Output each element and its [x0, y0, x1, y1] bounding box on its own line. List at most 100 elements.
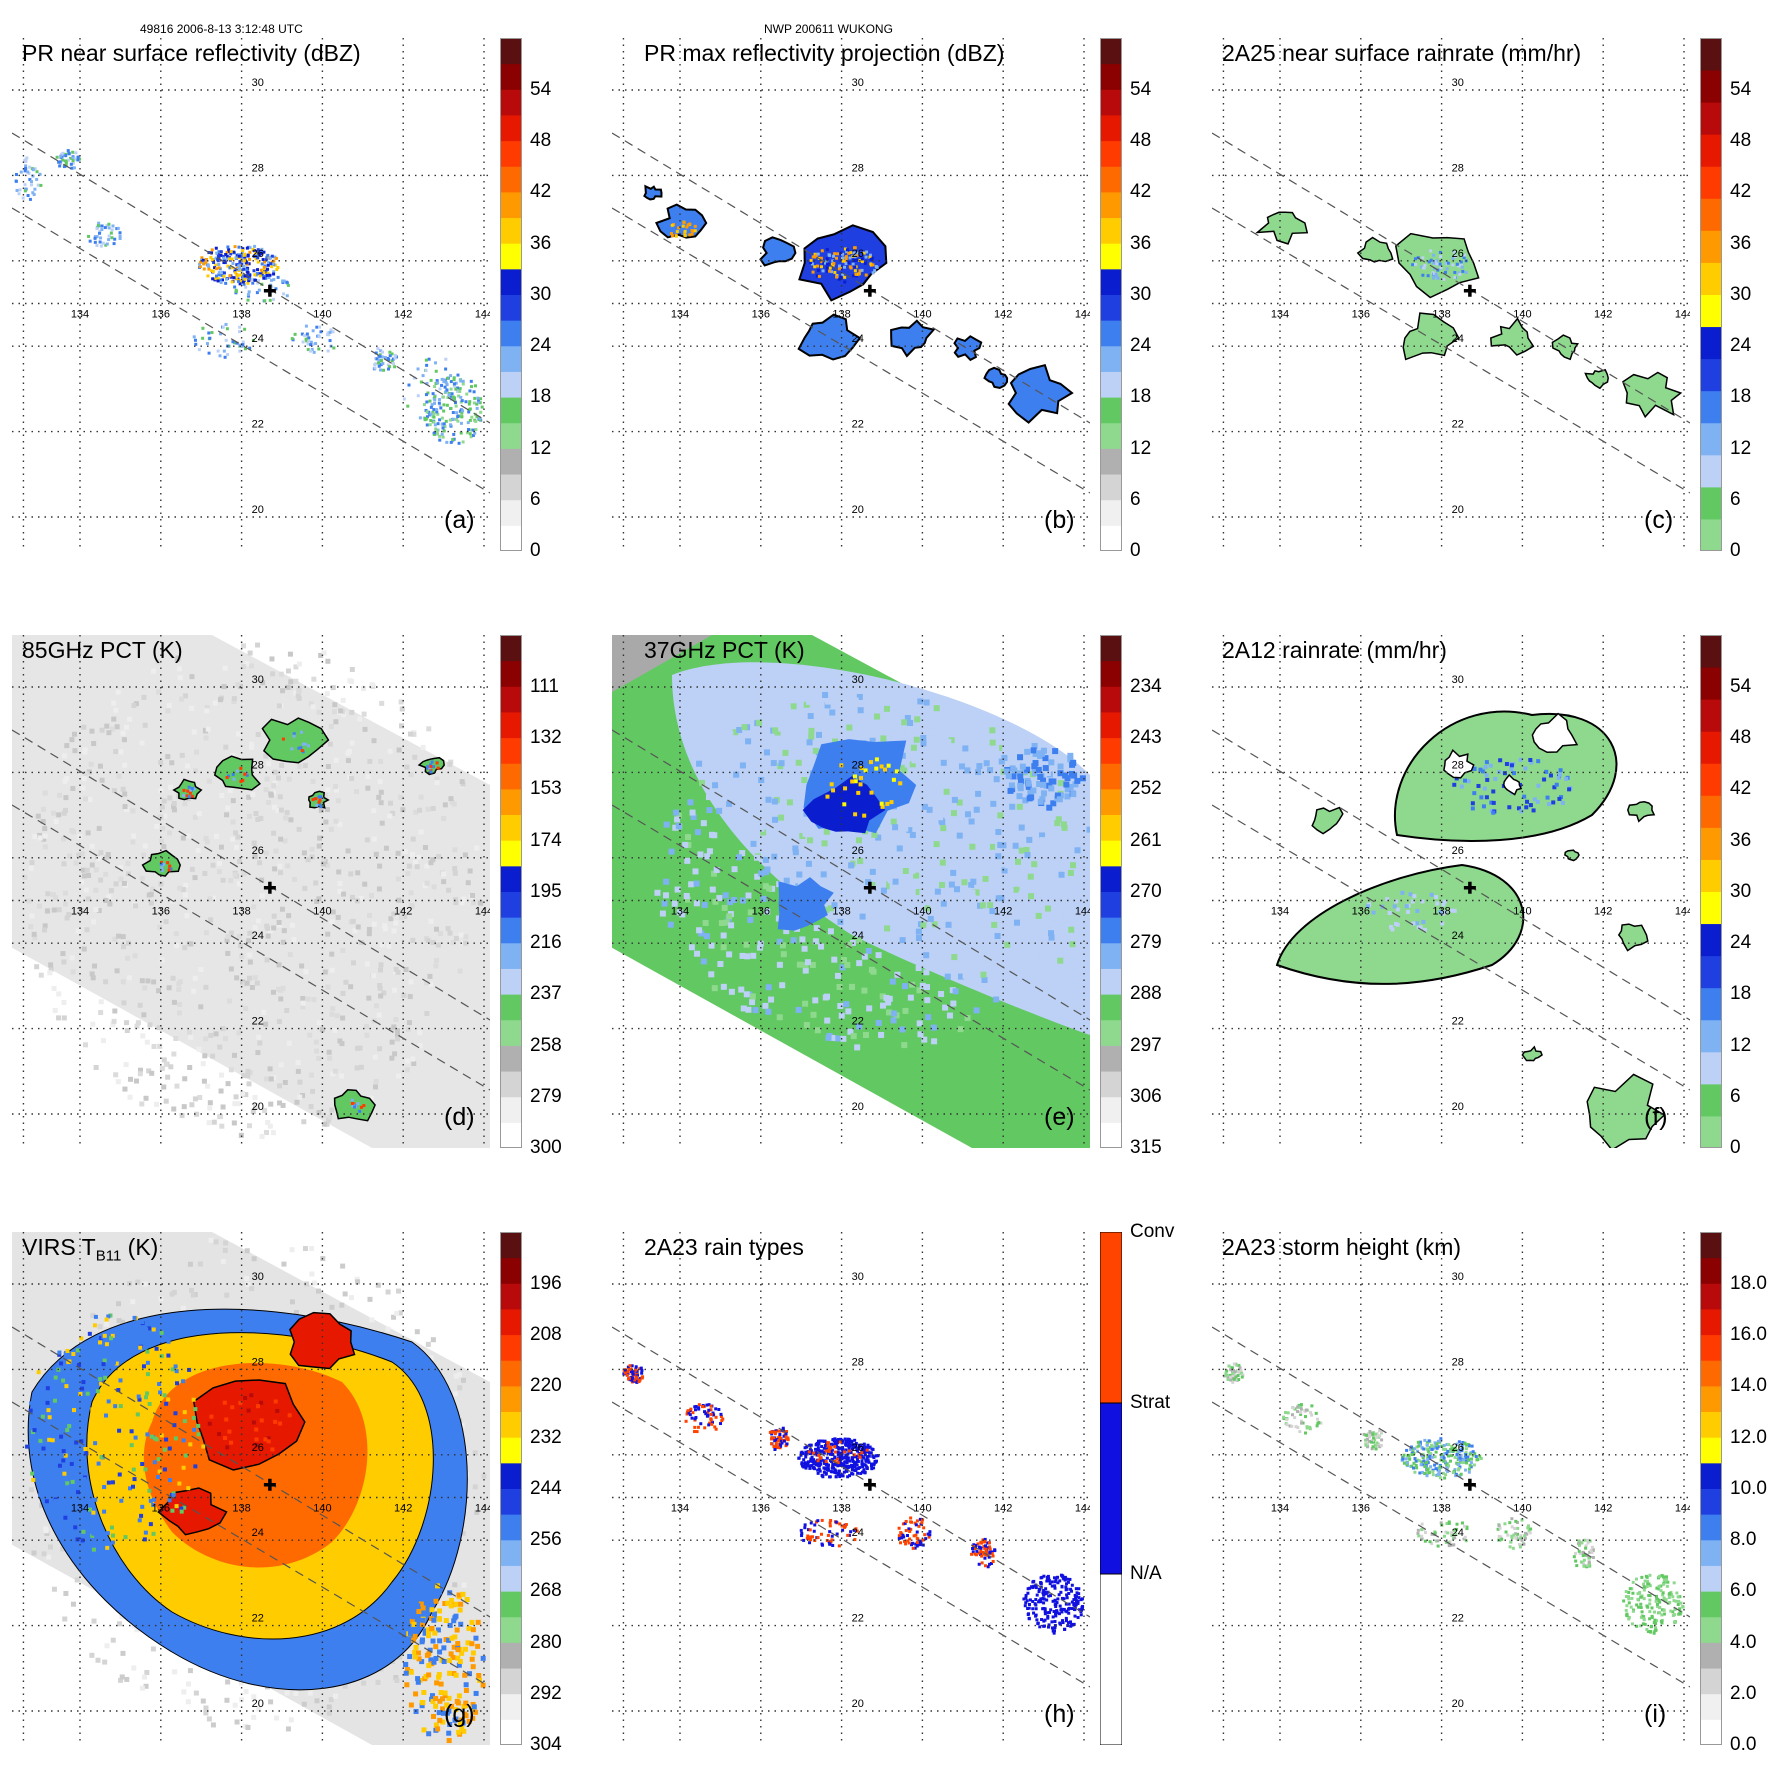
colorbar-tick-label: 42: [1730, 181, 1752, 203]
colorbar-swatch: [1700, 486, 1722, 520]
colorbar-swatch: [500, 1019, 522, 1046]
lon-label: 134: [71, 906, 89, 918]
lat-label: 28: [852, 1356, 864, 1368]
lat-label: 28: [1452, 759, 1464, 771]
colorbar-swatch: [500, 1565, 522, 1592]
colorbar-swatch: [500, 474, 522, 501]
colorbar-tick-label: 0: [1130, 540, 1141, 561]
colorbar-tick-label: 24: [1730, 932, 1752, 954]
colorbar-swatch: [500, 1462, 522, 1489]
colorbar-swatch: [1700, 923, 1722, 957]
lon-label: 136: [1352, 1503, 1370, 1515]
colorbar-tick-label: 292: [530, 1682, 562, 1704]
panel-title: 85GHz PCT (K): [22, 637, 183, 664]
field-layer: [612, 635, 1090, 1148]
colorbar-tick-label: 252: [1130, 778, 1162, 800]
colorbar-tick-label: 0: [1730, 540, 1741, 561]
lat-label: 28: [252, 162, 264, 174]
storm-center-marker: [263, 881, 276, 894]
lon-label: 138: [1432, 1503, 1450, 1515]
colorbar-swatch: [1700, 795, 1722, 828]
storm-center-marker: [863, 284, 876, 297]
colorbar-svg: [1700, 1232, 1722, 1746]
lat-lon-grid: 134 136 138 140 142 144 30 28 26 24 22 20: [1212, 1232, 1690, 1745]
lon-label: 134: [671, 309, 689, 321]
lon-label: 138: [832, 309, 850, 321]
colorbar-swatch: [1700, 1283, 1722, 1310]
colorbar-swatch: [1700, 955, 1722, 989]
lat-label: 30: [852, 674, 864, 686]
pr-swath-edges: [1212, 1326, 1690, 1688]
field-layer: [12, 1232, 490, 1745]
colorbar-tick-label: 237: [530, 983, 562, 1005]
colorbar: [500, 635, 522, 1149]
lat-label: 20: [1452, 504, 1464, 516]
colorbar-swatch: [1100, 114, 1122, 142]
storm-center-marker: [263, 284, 276, 297]
lon-label: 136: [752, 906, 770, 918]
colorbar-tick-label: 132: [530, 727, 562, 749]
colorbar-swatch: [500, 635, 522, 662]
lon-label: 142: [994, 906, 1012, 918]
colorbar-swatch: [1100, 737, 1122, 764]
panel-letter: (g): [444, 1700, 475, 1728]
pr-swath-edges: [12, 132, 490, 494]
colorbar-tick-label: 256: [530, 1529, 562, 1551]
colorbar-swatch: [1700, 1257, 1722, 1284]
colorbar-tick-label: 10.0: [1730, 1477, 1767, 1499]
colorbar-tick-label: 48: [530, 130, 552, 152]
colorbar-swatch: [500, 840, 522, 867]
colorbar-tick-label: 6: [530, 488, 541, 510]
colorbar-swatch: [500, 994, 522, 1021]
colorbar-tick-label: 6: [1730, 488, 1741, 510]
colorbar-swatch: [1100, 89, 1122, 116]
lat-label: 28: [1452, 162, 1464, 174]
colorbar-swatch: [500, 1539, 522, 1566]
colorbar-swatch: [1700, 1083, 1722, 1117]
lon-label: 144: [1675, 906, 1690, 918]
colorbar-tick-label: 258: [530, 1034, 562, 1056]
map-plot: 134 136 138 140 142 144 30 28 26 24 22 20: [12, 38, 490, 551]
panel-title-text: 2A23 storm height (km): [1222, 1234, 1462, 1260]
map-svg: 134 136 138 140 142 144 30 28 26 24 22 20: [612, 635, 1090, 1148]
colorbar-swatch: [1100, 1045, 1122, 1072]
colorbar-swatch: [500, 243, 522, 270]
colorbar-swatch: [1700, 1693, 1722, 1720]
colorbar-swatch: [500, 1122, 522, 1149]
map-svg: 134 136 138 140 142 144 30 28 26 24 22 20: [612, 1232, 1090, 1745]
colorbar-tick-label: 18.0: [1730, 1273, 1767, 1294]
colorbar-tick-label: N/A: [1130, 1563, 1162, 1584]
storm-name-header: NWP 200611 WUKONG: [764, 22, 893, 36]
colorbar-tick-label: 288: [1130, 983, 1162, 1005]
colorbar-tick-label: 42: [1130, 181, 1152, 203]
colorbar-tick-label: 30: [530, 283, 552, 305]
field-layer: [1223, 1362, 1685, 1635]
panel-letter: (c): [1644, 506, 1674, 534]
colorbar-swatch: [500, 814, 522, 841]
colorbar-tick-label: 36: [1730, 829, 1752, 851]
colorbar-swatch: [1700, 827, 1722, 860]
colorbar-tick-label: 243: [1130, 727, 1162, 749]
colorbar-swatch: [500, 191, 522, 219]
colorbar-tick-label: 4.0: [1730, 1631, 1757, 1653]
colorbar-swatch: [1700, 358, 1722, 392]
lat-label: 26: [252, 845, 264, 857]
lon-label: 134: [71, 309, 89, 321]
lon-label: 138: [832, 906, 850, 918]
panel-title: PR near surface reflectivity (dBZ): [22, 40, 361, 67]
colorbar: [500, 1232, 522, 1746]
lat-label: 22: [852, 1016, 864, 1028]
colorbar-swatch: [1100, 397, 1122, 424]
lon-label: 138: [232, 906, 250, 918]
colorbar-swatch: [1700, 1019, 1722, 1053]
colorbar-swatch: [500, 371, 522, 398]
field-layer: [1255, 211, 1683, 419]
colorbar-swatch: [1700, 1411, 1722, 1438]
colorbar-swatch: [1100, 294, 1122, 321]
colorbar-swatch: [1700, 134, 1722, 167]
colorbar-swatch: [1700, 1334, 1722, 1361]
lon-label: 138: [1432, 906, 1450, 918]
lat-label: 22: [1452, 1016, 1464, 1028]
lon-label: 144: [1075, 1503, 1090, 1515]
colorbar-tick-label: 232: [530, 1426, 562, 1448]
